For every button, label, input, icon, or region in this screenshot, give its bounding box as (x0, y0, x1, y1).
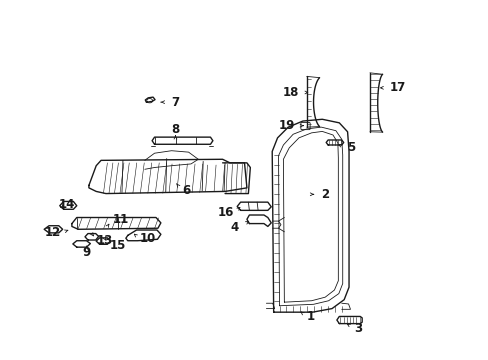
Text: 4: 4 (230, 221, 238, 234)
Text: 9: 9 (82, 246, 90, 258)
Text: 6: 6 (182, 184, 190, 197)
Text: 12: 12 (44, 226, 61, 239)
Text: 17: 17 (388, 81, 405, 94)
Text: 7: 7 (171, 96, 179, 109)
Text: 18: 18 (282, 86, 298, 99)
Text: 11: 11 (112, 213, 128, 226)
Text: 16: 16 (217, 206, 233, 219)
Text: 8: 8 (171, 123, 179, 136)
Text: 1: 1 (306, 310, 314, 323)
Text: 14: 14 (59, 198, 75, 211)
Text: 5: 5 (346, 141, 354, 154)
Text: 19: 19 (279, 119, 295, 132)
Text: 15: 15 (109, 239, 125, 252)
Text: 2: 2 (321, 188, 329, 201)
Text: 10: 10 (140, 233, 156, 246)
FancyBboxPatch shape (300, 122, 309, 130)
Text: 3: 3 (354, 322, 362, 335)
Text: 13: 13 (97, 234, 113, 247)
